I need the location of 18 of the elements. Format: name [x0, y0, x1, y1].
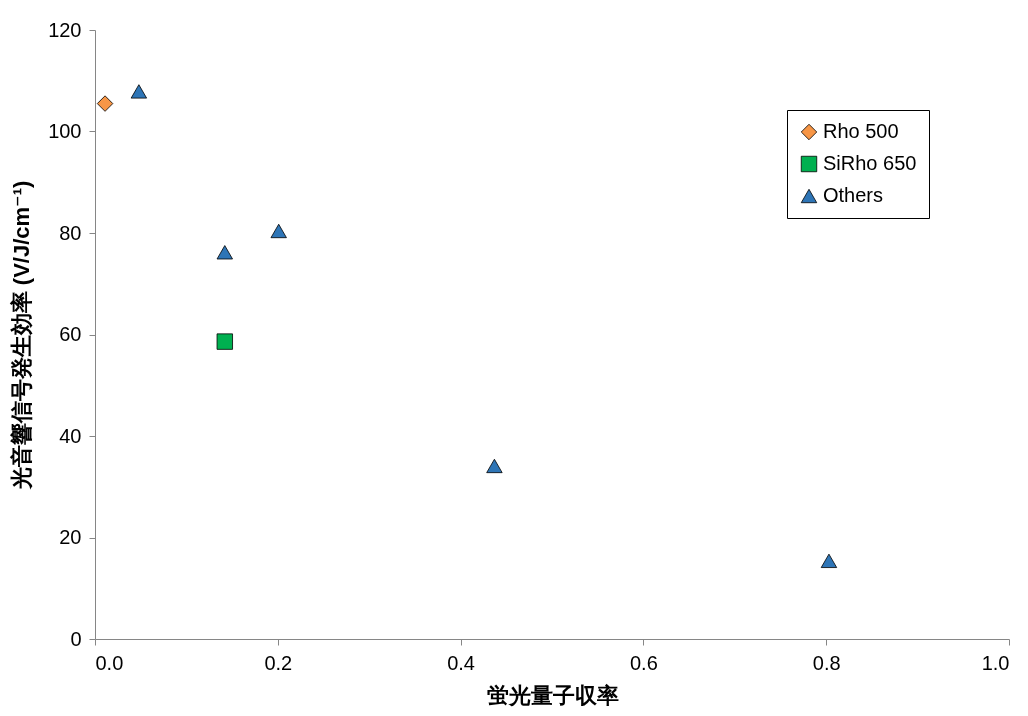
- y-tick-label: 20: [59, 526, 82, 548]
- y-tick-label: 120: [48, 18, 82, 41]
- x-tick-label: 0.8: [812, 651, 841, 674]
- y-axis-title: 光音響信号発生効率 (V/J/cm⁻¹): [9, 180, 35, 491]
- x-tick-label: 1.0: [981, 651, 1010, 674]
- legend-label: Rho 500: [823, 120, 899, 142]
- x-tick-label: 0.2: [264, 651, 293, 674]
- x-tick-label: 0.6: [629, 651, 658, 674]
- legend-label: Others: [823, 184, 884, 206]
- y-tick-label: 100: [48, 120, 82, 142]
- y-tick-label: 80: [59, 221, 82, 244]
- x-tick-label: 0.4: [447, 651, 476, 674]
- legend-label: SiRho 650: [823, 152, 917, 174]
- y-tick-label: 40: [59, 424, 82, 447]
- y-tick-label: 60: [59, 323, 82, 345]
- x-axis-title: 蛍光量子収率: [486, 682, 619, 708]
- x-tick-label: 0.0: [95, 651, 124, 674]
- y-tick-label: 0: [70, 627, 82, 650]
